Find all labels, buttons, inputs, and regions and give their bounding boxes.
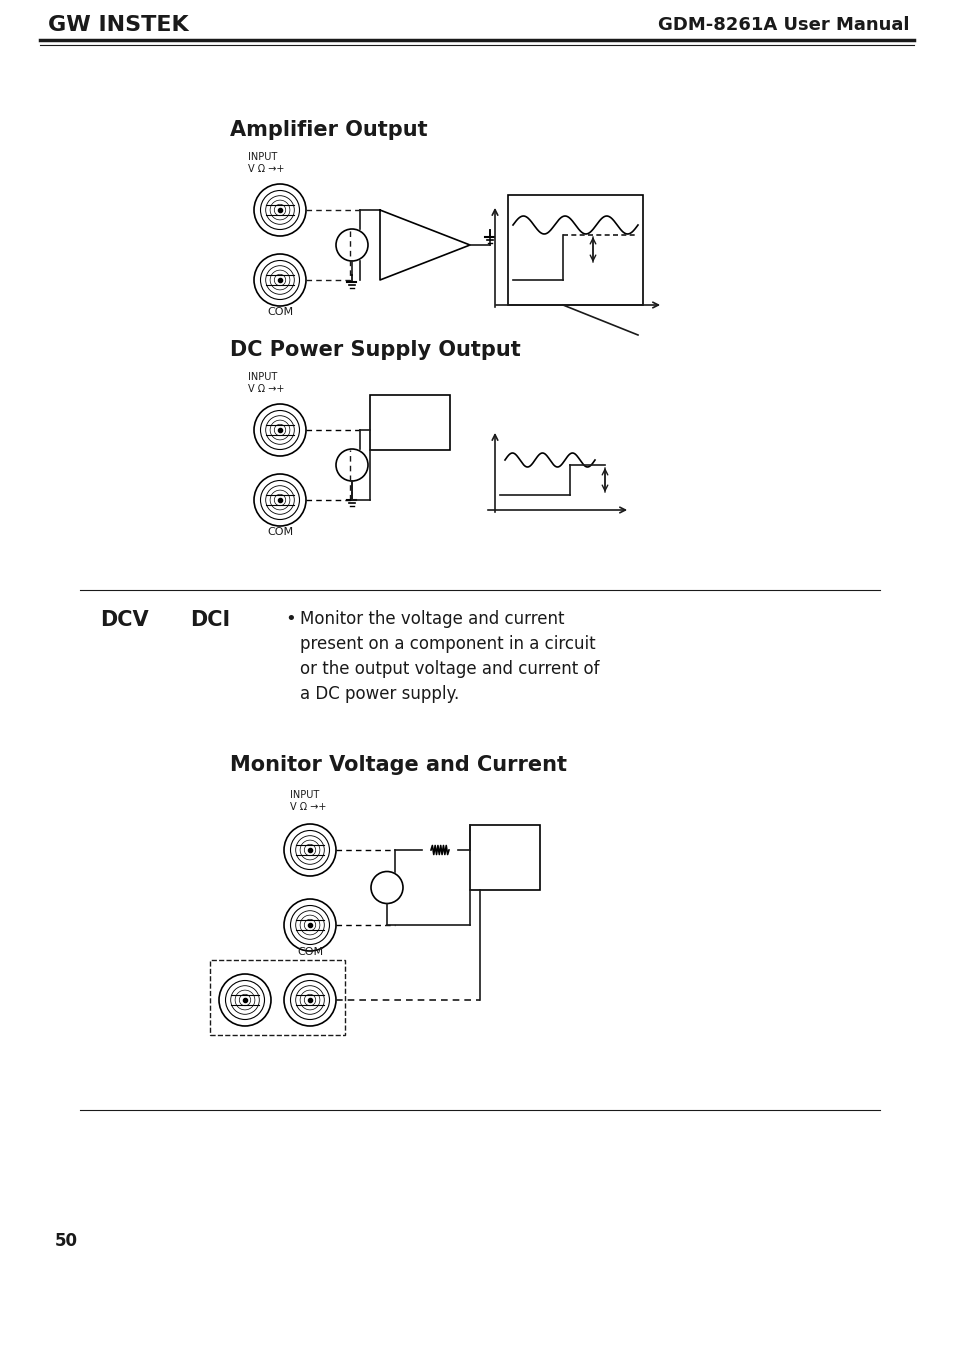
- Text: 50: 50: [55, 1233, 78, 1250]
- Text: INPUT
V Ω →+: INPUT V Ω →+: [248, 153, 284, 174]
- Bar: [370, 396, 450, 450]
- Text: •: •: [285, 610, 295, 628]
- Text: DCV: DCV: [100, 610, 149, 630]
- Text: DCI: DCI: [190, 610, 230, 630]
- Bar: [210, 960, 345, 1035]
- Bar: [507, 194, 642, 305]
- Text: INPUT
V Ω →+: INPUT V Ω →+: [290, 790, 326, 813]
- Text: a DC power supply.: a DC power supply.: [299, 684, 458, 703]
- Text: or the output voltage and current of: or the output voltage and current of: [299, 660, 598, 678]
- Text: INPUT
V Ω →+: INPUT V Ω →+: [248, 373, 284, 394]
- Text: GDM-8261A User Manual: GDM-8261A User Manual: [658, 16, 909, 34]
- Text: GW INSTEK: GW INSTEK: [48, 15, 189, 35]
- Text: Monitor the voltage and current: Monitor the voltage and current: [299, 610, 564, 628]
- Text: present on a component in a circuit: present on a component in a circuit: [299, 634, 595, 653]
- Text: COM: COM: [296, 946, 323, 957]
- Text: Monitor Voltage and Current: Monitor Voltage and Current: [230, 755, 566, 775]
- Text: DC Power Supply Output: DC Power Supply Output: [230, 340, 520, 360]
- Text: COM: COM: [267, 306, 293, 317]
- Text: COM: COM: [267, 526, 293, 537]
- Text: Amplifier Output: Amplifier Output: [230, 120, 427, 140]
- Bar: [470, 825, 539, 890]
